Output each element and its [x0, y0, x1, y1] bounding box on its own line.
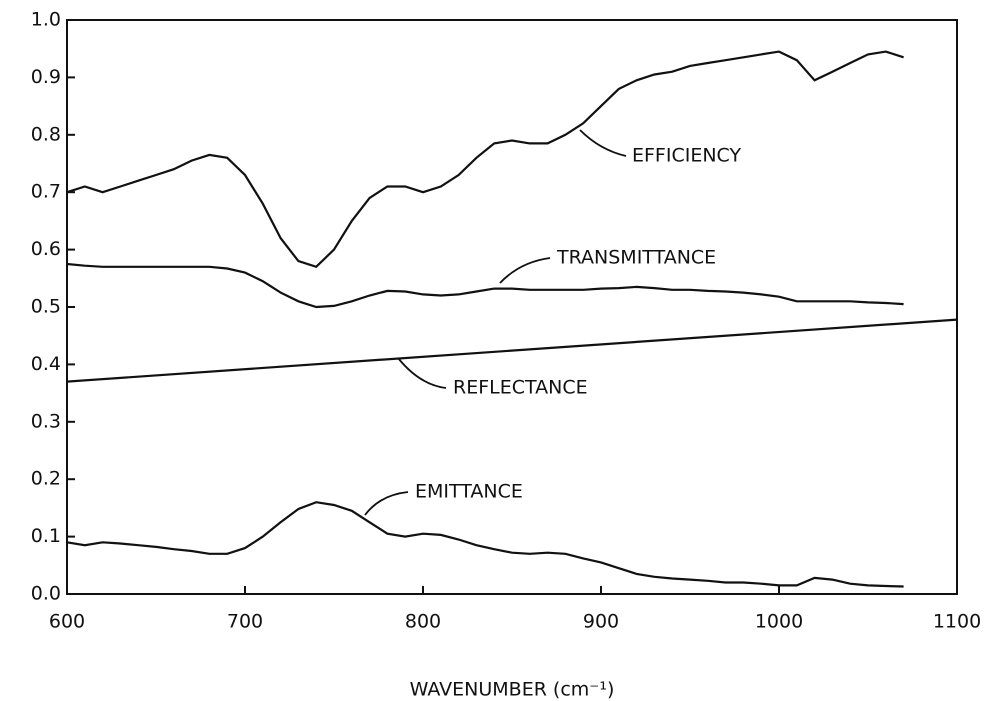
x-tick-label: 800: [405, 611, 441, 633]
y-tick-label: 0.1: [31, 525, 61, 547]
callout-line: [579, 129, 627, 157]
series-line: [66, 50, 904, 269]
x-axis-label: WAVENUMBER (cm⁻¹): [410, 679, 615, 701]
y-tick-label: 0.6: [31, 238, 61, 260]
x-tick-label: 600: [49, 611, 85, 633]
y-tick-label: 0.7: [31, 181, 61, 203]
y-tick-label: 1.0: [31, 9, 61, 31]
series-label: TRANSMITTANCE: [556, 247, 716, 269]
series-label: EMITTANCE: [415, 481, 523, 503]
callout-line: [397, 357, 447, 389]
callout-line: [364, 491, 409, 516]
x-tick-label: 1000: [755, 611, 803, 633]
series-line: [66, 318, 958, 383]
y-tick-label: 0.3: [31, 410, 61, 432]
series-line: [66, 501, 904, 588]
callout-line: [499, 257, 551, 284]
x-tick-label: 900: [583, 611, 619, 633]
x-tick-label: 1100: [933, 611, 981, 633]
series-label: REFLECTANCE: [453, 377, 588, 399]
y-tick-label: 0.0: [31, 583, 61, 605]
y-tick-label: 0.2: [31, 468, 61, 490]
series-line: [66, 262, 904, 309]
plot-frame: [66, 19, 958, 595]
y-tick-label: 0.9: [31, 66, 61, 88]
x-tick-label: 700: [227, 611, 263, 633]
y-tick-label: 0.5: [31, 296, 61, 318]
series-label: EFFICIENCY: [632, 145, 741, 167]
y-tick-label: 0.4: [31, 353, 61, 375]
y-tick-label: 0.8: [31, 123, 61, 145]
